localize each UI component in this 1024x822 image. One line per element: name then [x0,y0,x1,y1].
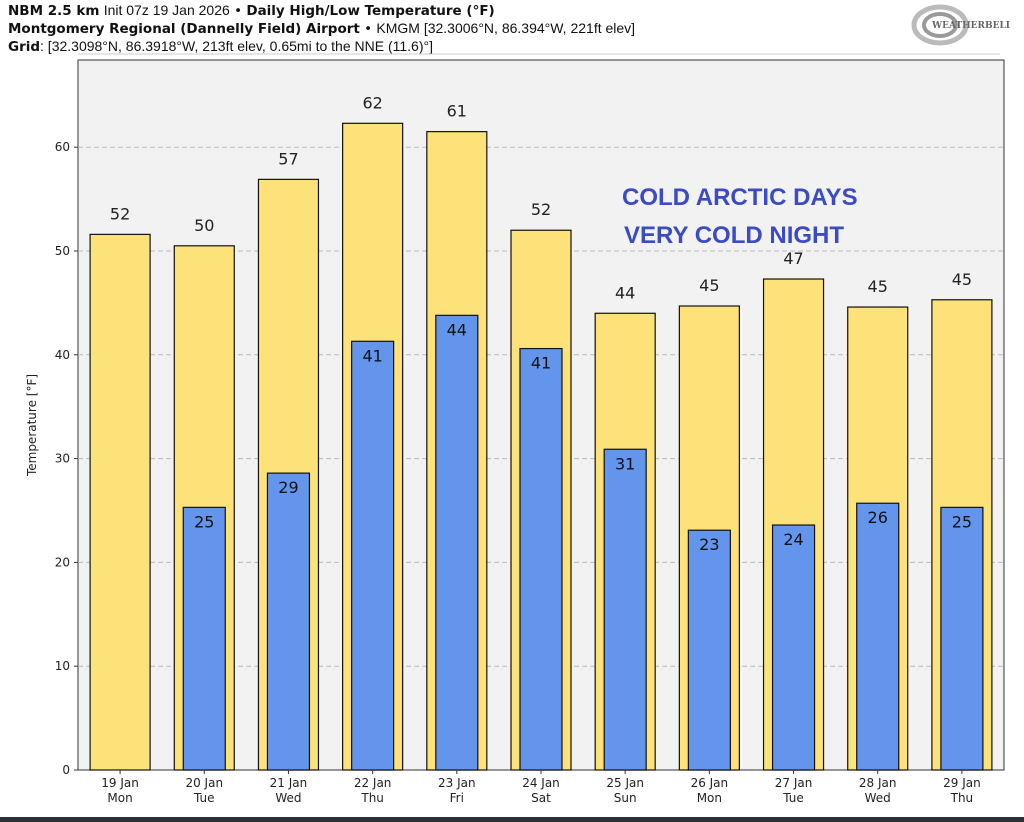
x-tick-weekday: Sat [531,791,551,805]
low-label: 44 [447,320,467,339]
low-label: 29 [278,478,298,497]
low-bar [856,502,900,771]
high-label: 52 [531,200,551,219]
low-label: 25 [194,512,214,531]
station-name: Montgomery Regional (Dannelly Field) Air… [8,21,360,37]
high-label: 50 [194,216,214,235]
low-bar [351,340,395,771]
x-tick-date: 29 Jan [943,776,981,790]
x-tick-date: 21 Jan [270,776,308,790]
y-tick-label: 30 [55,452,70,466]
low-bar [519,347,563,771]
low-bar [182,506,226,771]
high-label: 45 [699,276,719,295]
high-label: 47 [783,249,803,268]
low-bar [266,472,311,771]
y-tick-label: 0 [62,763,70,777]
x-tick-weekday: Wed [275,791,301,805]
low-label: 41 [531,354,551,373]
high-label: 61 [447,102,467,121]
x-tick-weekday: Tue [782,791,804,805]
x-tick-weekday: Fri [450,791,464,805]
product-title: Daily High/Low Temperature (°F) [246,3,495,19]
grid-info: : [32.3098°N, 86.3918°W, 213ft elev, 0.6… [40,38,433,54]
svg-text:WEATHERBELL: WEATHERBELL [931,21,1010,31]
header-line-1: NBM 2.5 km Init 07z 19 Jan 2026 • Daily … [8,2,495,20]
separator: • [364,21,373,37]
x-tick-weekday: Tue [193,791,215,805]
y-tick-label: 60 [55,140,70,154]
x-tick-weekday: Thu [950,791,974,805]
low-label: 24 [783,530,803,549]
low-bar [771,524,816,771]
high-label: 62 [362,93,382,112]
model-name: NBM 2.5 km [8,3,100,19]
x-tick-date: 26 Jan [691,776,729,790]
y-tick-label: 40 [55,348,70,362]
y-axis-label: Temperature [°F] [25,374,39,477]
low-bar [940,506,984,771]
low-label: 23 [699,535,719,554]
low-bar [687,529,731,771]
x-tick-date: 27 Jan [775,776,813,790]
init-time: Init 07z 19 Jan 2026 [103,2,230,18]
low-bar [435,314,479,771]
high-bar [89,233,151,771]
x-tick-date: 22 Jan [354,776,392,790]
high-label: 52 [110,204,130,223]
high-label: 45 [952,270,972,289]
chart-annotation: COLD ARCTIC DAYS [622,184,858,211]
low-label: 25 [952,512,972,531]
header-line-2: Montgomery Regional (Dannelly Field) Air… [8,20,635,38]
x-tick-weekday: Wed [865,791,891,805]
x-tick-date: 19 Jan [101,776,139,790]
x-tick-date: 20 Jan [185,776,223,790]
high-label: 45 [868,277,888,296]
high-label: 44 [615,283,635,302]
low-label: 41 [362,346,382,365]
grid-label: Grid [8,39,41,55]
low-label: 26 [868,508,888,527]
low-bar [603,448,647,771]
separator: • [234,3,243,19]
chart-annotation: VERY COLD NIGHT [624,222,844,249]
x-tick-weekday: Sun [614,791,637,805]
high-label: 57 [278,149,298,168]
station-info: KMGM [32.3006°N, 86.394°W, 221ft elev] [376,20,636,36]
x-tick-weekday: Thu [360,791,384,805]
x-tick-weekday: Mon [697,791,722,805]
x-tick-date: 24 Jan [522,776,560,790]
low-label: 31 [615,454,635,473]
bottom-bar [0,817,1024,822]
x-tick-date: 23 Jan [438,776,476,790]
weatherbell-logo: WEATHERBELL [911,4,1010,46]
header-line-3: Grid: [32.3098°N, 86.3918°W, 213ft elev,… [8,38,433,56]
y-tick-label: 10 [55,659,70,673]
x-tick-date: 28 Jan [859,776,897,790]
x-tick-weekday: Mon [107,791,132,805]
y-tick-label: 20 [55,555,70,569]
y-tick-label: 50 [55,244,70,258]
x-tick-date: 25 Jan [606,776,644,790]
